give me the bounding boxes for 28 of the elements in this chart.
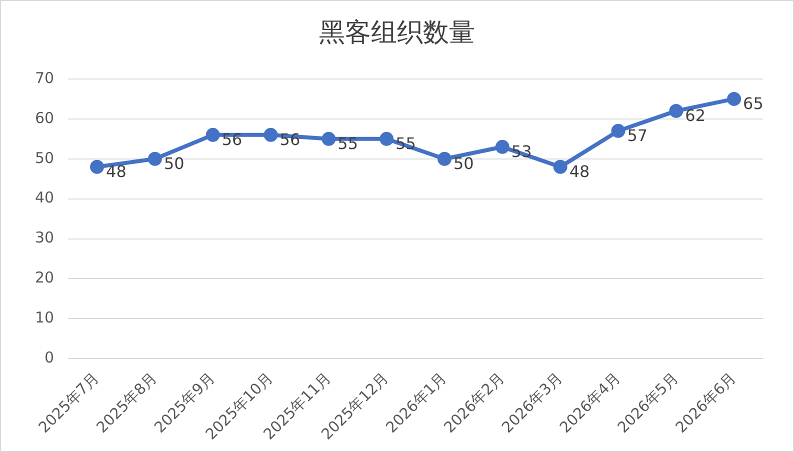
point: [322, 132, 336, 146]
chart-title: 黑客组织数量: [318, 17, 476, 50]
y-tick-label: 60: [34, 108, 54, 127]
y-tick-label: 40: [34, 188, 54, 207]
point: [553, 160, 568, 174]
y-tick-label: 0: [44, 348, 54, 366]
y-tick-label: 70: [34, 68, 54, 87]
data-label: 50: [454, 154, 474, 174]
point: [380, 132, 394, 146]
point: [611, 124, 626, 138]
data-label: 48: [106, 162, 126, 182]
point: [438, 152, 452, 166]
data-label: 48: [569, 162, 590, 182]
data-label: 62: [685, 106, 706, 126]
point: [264, 128, 278, 142]
point: [90, 160, 104, 174]
y-tick-label: 30: [34, 228, 54, 247]
y-tick-label: 50: [34, 148, 54, 167]
point: [206, 128, 220, 142]
point: [495, 140, 510, 154]
point: [727, 92, 742, 106]
data-label: 65: [743, 94, 764, 114]
y-tick-label: 10: [34, 308, 54, 327]
point: [148, 152, 162, 166]
data-label: 57: [627, 126, 648, 146]
point: [669, 104, 684, 118]
y-tick-label: 20: [34, 268, 54, 287]
data-label: 50: [164, 154, 184, 174]
